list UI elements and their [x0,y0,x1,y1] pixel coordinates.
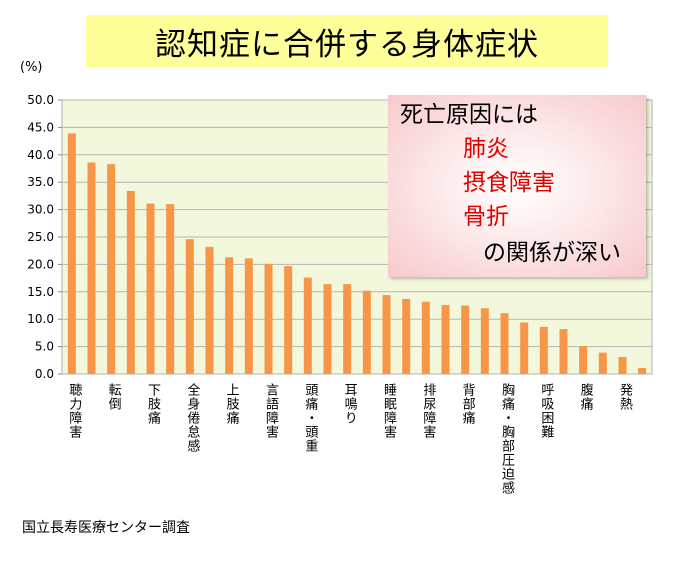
y-tick-label: 20.0 [27,257,54,271]
y-tick-label: 10.0 [27,312,54,326]
callout-item-pneumonia: 肺炎 [463,136,509,162]
x-category-label: 上肢痛 [224,383,240,425]
x-category-label: 胸痛・胸部圧迫感 [499,383,515,495]
y-tick-label: 35.0 [27,175,54,189]
bar [284,266,293,374]
y-tick-label: 5.0 [35,340,54,354]
source-note: 国立長寿医療センター調査 [22,520,190,536]
x-category-label: 転倒 [106,383,122,411]
y-tick-label: 45.0 [27,120,54,134]
bar [303,277,312,374]
x-category-label: 下肢痛 [145,383,161,425]
bar [402,298,411,374]
bar [264,263,273,374]
y-axis-unit: (%) [20,60,43,75]
y-tick-label: 40.0 [27,148,54,162]
bar [579,346,588,374]
x-category-label: 背部痛 [460,383,476,425]
x-category-label: 頭痛・頭重 [302,383,318,453]
bar [343,284,352,374]
bar [480,308,489,374]
callout-box: 死亡原因には 肺炎 摂食障害 骨折 の関係が深い [388,95,646,277]
bar [559,329,568,374]
bar [638,367,647,374]
bar [421,301,430,374]
x-category-label: 聴力障害 [66,383,82,439]
callout-line-1: 死亡原因には [400,102,538,128]
bar [244,258,253,374]
bar [618,357,627,374]
bar [382,295,391,374]
x-category-label: 呼吸困難 [538,383,554,439]
callout-item-fracture: 骨折 [463,204,509,230]
x-category-label: 全身倦怠感 [184,382,200,453]
y-tick-label: 30.0 [27,203,54,217]
bar [441,304,450,374]
bar [185,239,194,374]
bar [362,290,371,374]
y-tick-label: 15.0 [27,285,54,299]
y-tick-label: 50.0 [27,93,54,107]
chart-title: 認知症に合併する身体症状 [86,15,608,67]
bar [500,313,509,374]
bar [107,164,116,374]
x-category-label: 耳鳴り [342,383,358,425]
y-tick-label: 0.0 [35,367,54,381]
bar [146,203,155,374]
bar [225,257,234,374]
bar [166,204,175,374]
bar [539,326,548,374]
callout-item-eating-disorder: 摂食障害 [463,170,555,196]
x-category-label: 言語障害 [263,383,279,439]
bar [126,190,135,374]
bar [598,352,607,374]
bar [520,322,529,374]
bar [323,284,332,374]
x-category-label: 睡眠障害 [381,383,397,439]
bar [461,305,470,374]
x-category-label: 腹痛 [578,382,594,411]
bar [67,133,76,374]
callout-line-5: の関係が深い [483,240,621,266]
bar [87,162,96,374]
bar [205,246,214,374]
x-category-label: 排尿障害 [420,383,436,439]
x-category-label: 発熱 [617,383,633,411]
y-tick-label: 25.0 [27,230,54,244]
